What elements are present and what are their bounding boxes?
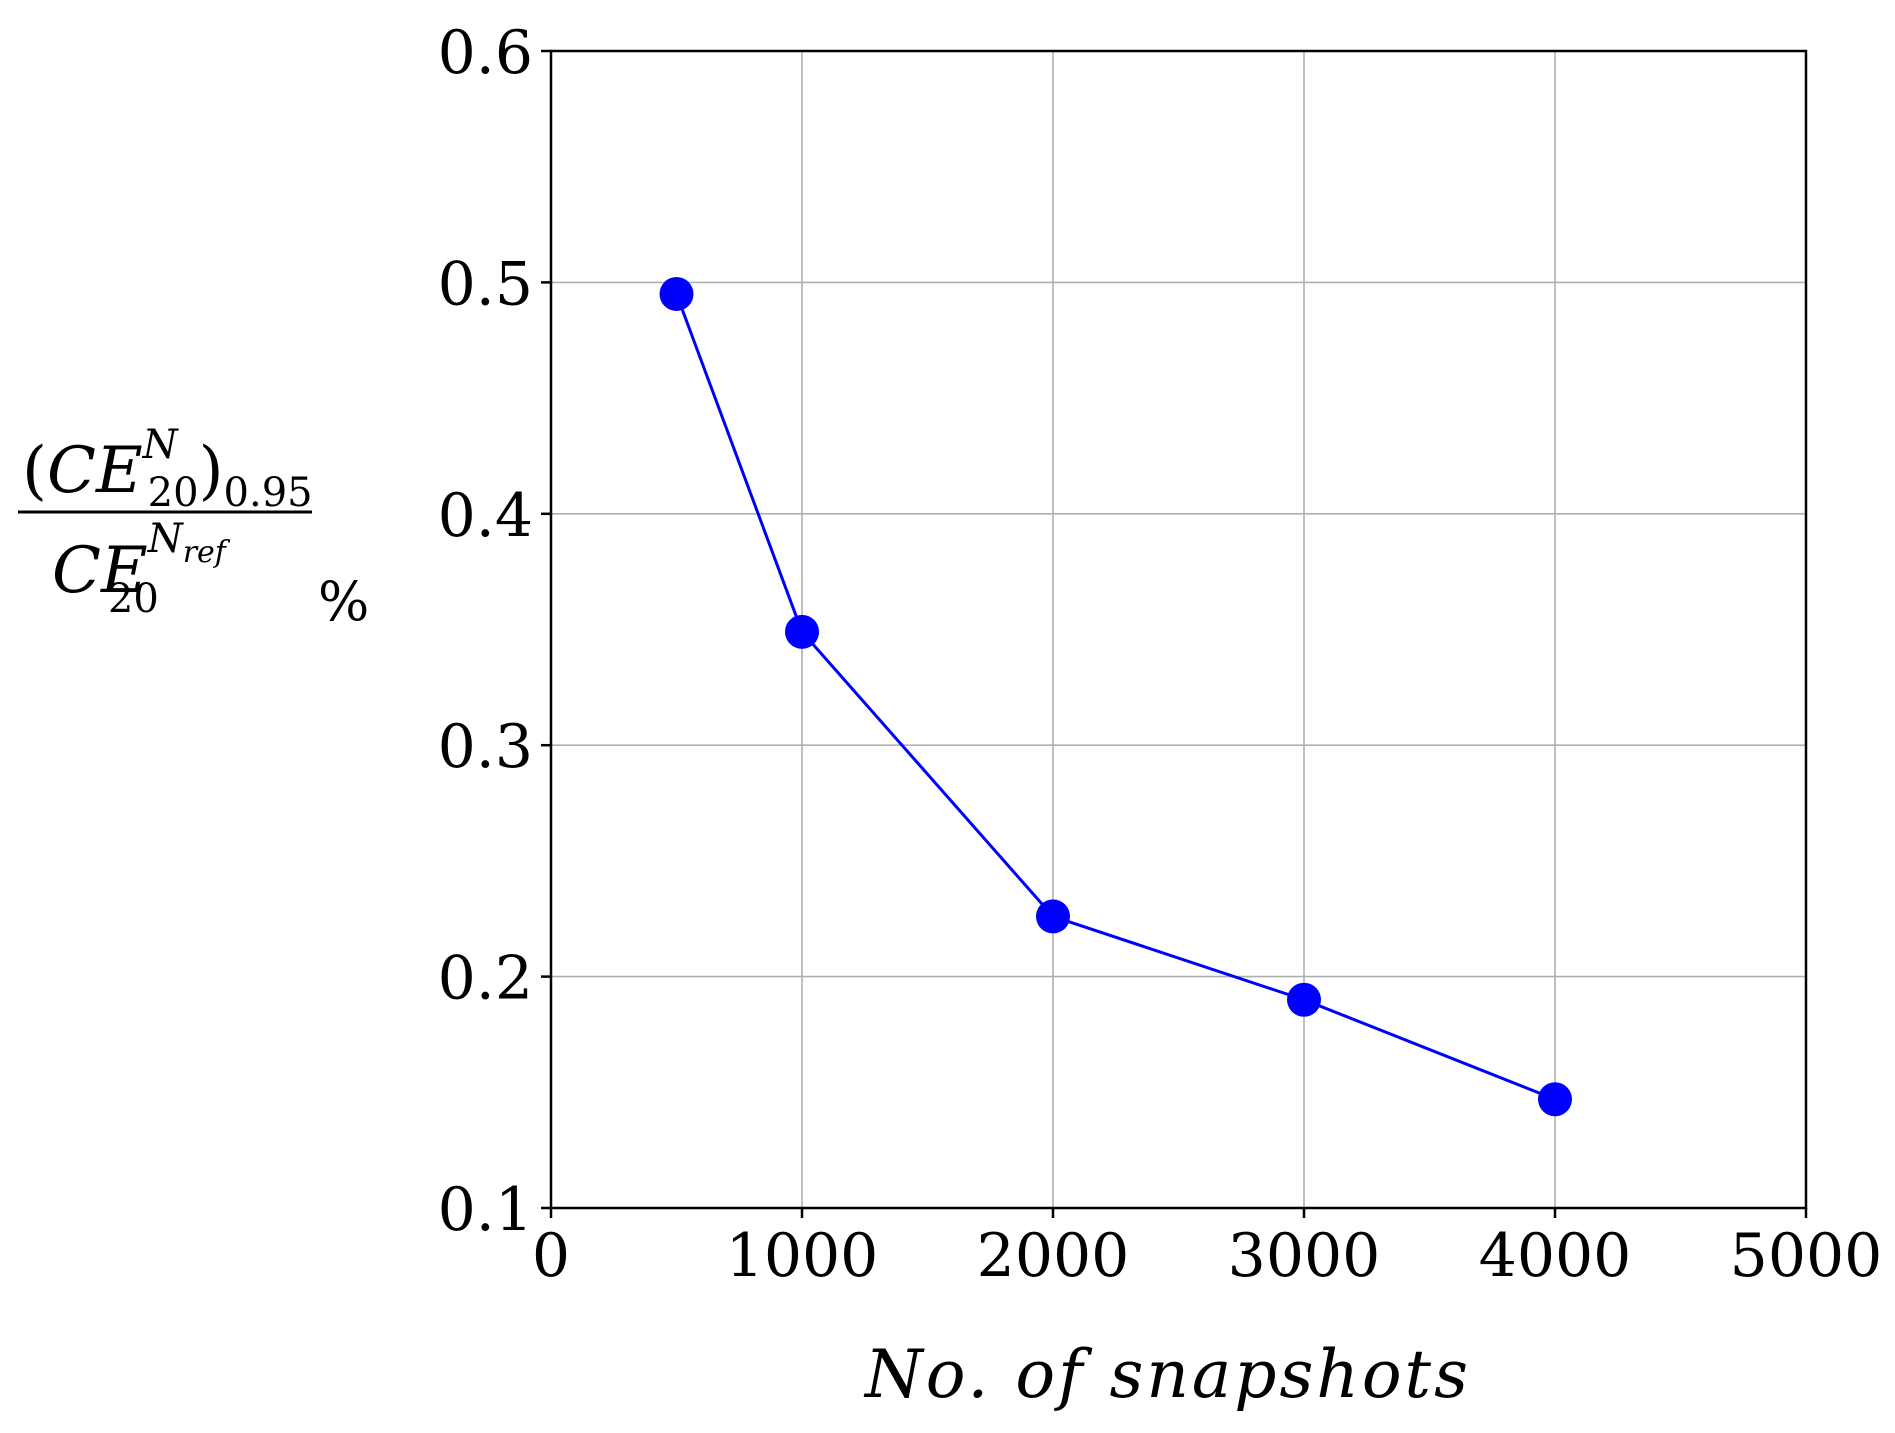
y-title-denominator: CENref 20 — [52, 516, 231, 622]
x-tick-label: 4000 — [1479, 1221, 1632, 1291]
axis-ticks: 0 1000 2000 3000 4000 5000 0.1 0.2 0.3 0.4 0.5 0.6 — [438, 18, 1883, 1291]
y-tick-label: 0.6 — [438, 18, 533, 88]
y-title-numerator: (CEN 20)0.95 — [22, 422, 313, 516]
y-title-unit: % — [318, 570, 369, 633]
plot-area-frame — [549, 49, 1808, 1210]
x-tick-label: 3000 — [1228, 1221, 1381, 1291]
y-tick-label: 0.3 — [438, 712, 533, 782]
series-line — [675, 293, 1556, 1101]
y-tick-label: 0.4 — [438, 481, 533, 551]
y-tick-label: 0.1 — [438, 1175, 533, 1245]
y-tick-label: 0.2 — [438, 944, 533, 1014]
x-tick-label: 2000 — [977, 1221, 1130, 1291]
x-tick-label: 5000 — [1730, 1221, 1883, 1291]
data-point-marker — [785, 614, 819, 649]
data-point-marker — [1036, 899, 1070, 934]
x-tick-label: 0 — [532, 1221, 570, 1291]
data-point-marker — [1538, 1082, 1572, 1117]
x-axis-title: No. of snapshots — [863, 1336, 1471, 1413]
y-tick-label: 0.5 — [438, 249, 533, 319]
y-axis-title: (CEN 20)0.95 CENref 20 % — [18, 422, 369, 633]
data-point-marker — [659, 276, 694, 311]
grid — [550, 50, 1807, 1209]
series-layer — [659, 276, 1572, 1117]
data-point-marker — [1287, 982, 1321, 1017]
x-tick-label: 1000 — [726, 1221, 879, 1291]
